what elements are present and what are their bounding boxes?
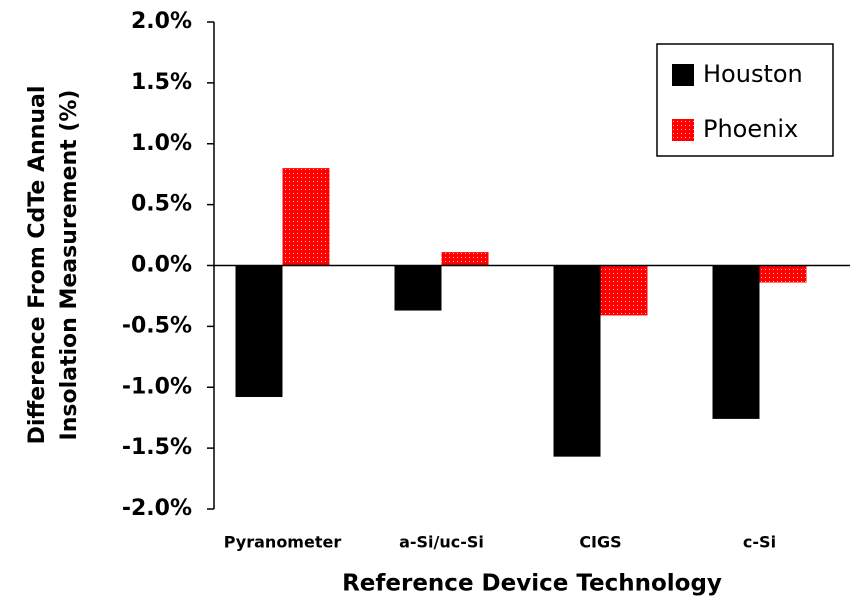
y-tick-label: -1.0% [122,374,192,399]
y-tick-label: 1.5% [131,70,192,95]
y-tick-label: -0.5% [122,313,192,338]
legend-swatch [672,64,694,86]
legend-label: Phoenix [703,115,798,143]
bar [600,265,648,316]
y-tick-label: -2.0% [122,496,192,521]
y-tick-label: 2.0% [131,9,192,34]
y-tick-label: 1.0% [131,131,192,156]
bar [759,265,807,283]
y-tick-label: 0.5% [131,192,192,217]
bar [553,265,601,457]
bar [282,168,330,266]
bar [441,252,489,266]
y-tick-label: -1.5% [122,435,192,460]
y-axis-title: Difference From CdTe Annual [25,86,50,445]
x-tick-label: CIGS [579,533,621,552]
legend-label: Houston [703,60,803,88]
bar [394,265,442,311]
x-tick-label: Pyranometer [224,533,342,552]
bar [235,265,283,397]
x-tick-label: a-Si/uc-Si [399,533,484,552]
y-tick-label: 0.0% [131,253,192,278]
y-axis-title: Insolation Measurement (%) [57,90,82,441]
bar [712,265,760,419]
x-axis-title: Reference Device Technology [342,571,722,597]
legend-swatch [672,119,694,141]
x-tick-label: c-Si [743,533,776,552]
